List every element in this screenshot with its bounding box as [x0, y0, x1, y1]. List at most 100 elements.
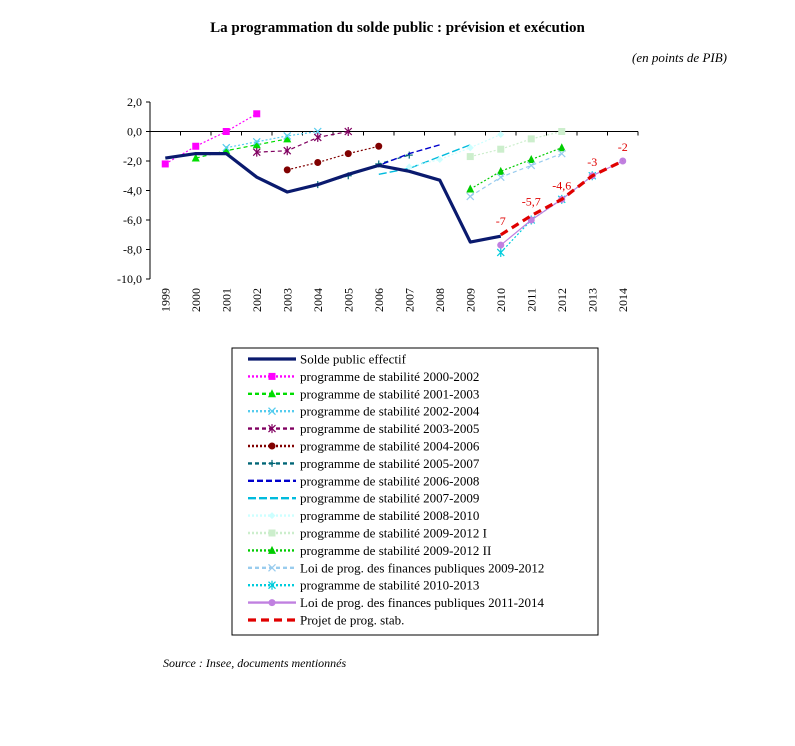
- y-tick-label: -10,0: [117, 272, 142, 286]
- series-7: [348, 144, 440, 175]
- marker: [268, 545, 276, 554]
- series-line: [348, 144, 440, 175]
- series-3: [222, 127, 322, 152]
- series-line: [256, 130, 349, 153]
- source-note: Source : Insee, documents mentionnés: [163, 656, 347, 670]
- legend-label: programme de stabilité 2003-2005: [300, 421, 479, 436]
- data-label: -5,7: [522, 195, 541, 209]
- marker: [222, 128, 230, 135]
- marker: [268, 580, 276, 590]
- y-tick-label: 0,0: [127, 125, 142, 139]
- x-tick-label: 1999: [158, 288, 172, 312]
- legend-label: programme de stabilité 2009-2012 II: [300, 543, 491, 558]
- legend-box: [231, 347, 599, 636]
- x-tick-label: 2007: [402, 288, 416, 312]
- chart: 2,0 0,0 -2,0 -4,0 -6,0 -8,0 -10,0 1999 2000 2001 2…: [117, 95, 639, 636]
- x-tick-label: 2006: [372, 288, 386, 312]
- series-9: [405, 130, 505, 171]
- marker: [268, 599, 276, 607]
- marker: [268, 407, 276, 416]
- legend-item: programme de stabilité 2001-2003: [248, 386, 479, 401]
- marker: [283, 134, 292, 143]
- legend-item: Projet de prog. stab.: [248, 613, 404, 628]
- data-label: -4,6: [552, 178, 571, 192]
- data-label: -3: [587, 155, 597, 169]
- series-line: [287, 145, 379, 171]
- series-line: [409, 133, 502, 168]
- marker: [466, 144, 474, 152]
- legend-label: programme de stabilité 2000-2002: [300, 369, 479, 384]
- marker: [436, 156, 444, 164]
- marker: [619, 157, 627, 165]
- marker: [558, 128, 566, 135]
- marker: [314, 158, 322, 166]
- series-0: [165, 152, 502, 244]
- legend-item: programme de stabilité 2010-2013: [248, 578, 479, 593]
- x-tick-label: 2010: [494, 288, 508, 312]
- series-10: [466, 128, 566, 161]
- legend-label: Solde public effectif: [300, 352, 407, 367]
- legend-item: programme de stabilité 2006-2008: [248, 473, 479, 488]
- y-tick-label: -4,0: [123, 184, 142, 198]
- marker: [313, 127, 322, 136]
- y-tick-label: -6,0: [123, 213, 142, 227]
- legend-label: programme de stabilité 2007-2009: [300, 491, 479, 506]
- marker: [192, 142, 200, 150]
- legend-label: programme de stabilité 2010-2013: [300, 578, 479, 593]
- marker: [252, 137, 261, 146]
- x-tick-label: 2014: [616, 288, 630, 312]
- marker: [283, 132, 292, 140]
- x-tick-label: 2000: [189, 288, 203, 312]
- legend-label: Projet de prog. stab.: [300, 613, 404, 628]
- series-line: [226, 130, 318, 149]
- y-tick-label: 2,0: [127, 95, 142, 109]
- marker: [268, 459, 276, 467]
- marker: [268, 512, 276, 520]
- marker: [497, 130, 505, 138]
- marker: [497, 241, 505, 249]
- legend-label: programme de stabilité 2005-2007: [300, 456, 480, 471]
- legend-item: programme de stabilité 2008-2010: [248, 508, 479, 523]
- marker: [253, 110, 261, 118]
- series-4: [252, 127, 353, 157]
- data-label: -7: [496, 214, 506, 228]
- x-tick-label: 2008: [433, 288, 447, 312]
- legend-label: Loi de prog. des finances publiques 2011…: [300, 595, 544, 610]
- unit-note: (en points de PIB): [632, 50, 727, 65]
- legend-item: programme de stabilité 2003-2005: [248, 421, 479, 436]
- series-8: [378, 144, 471, 175]
- legend-item: programme de stabilité 2009-2012 II: [248, 543, 491, 558]
- plot-area: 2,0 0,0 -2,0 -4,0 -6,0 -8,0 -10,0 1999 2000 2001 2…: [117, 95, 639, 312]
- marker: [191, 153, 200, 162]
- x-tick-label: 2012: [555, 288, 569, 312]
- marker: [344, 127, 353, 136]
- y-tick-label: -2,0: [123, 154, 142, 168]
- marker: [268, 529, 276, 537]
- series-line: [469, 147, 563, 190]
- marker: [344, 150, 352, 158]
- x-tick-label: 2013: [585, 288, 599, 312]
- marker: [496, 173, 505, 182]
- marker: [557, 143, 566, 152]
- marker: [527, 135, 535, 143]
- legend-item: programme de stabilité 2007-2009: [248, 491, 479, 506]
- marker: [466, 192, 475, 201]
- x-tick-label: 2005: [341, 288, 355, 312]
- marker: [375, 142, 383, 150]
- legend-label: programme de stabilité 2001-2003: [300, 386, 479, 401]
- legend-label: programme de stabilité 2002-2004: [300, 404, 480, 419]
- x-tick-label: 2004: [311, 288, 325, 312]
- legend-item: Loi de prog. des finances publiques 2011…: [248, 595, 544, 610]
- series-line: [499, 159, 624, 237]
- marker: [497, 145, 505, 153]
- marker: [405, 151, 413, 159]
- marker: [283, 146, 292, 156]
- marker: [268, 424, 276, 434]
- y-tick-label: -8,0: [123, 243, 142, 257]
- series-line: [195, 138, 288, 159]
- legend-item: programme de stabilité 2004-2006: [248, 439, 480, 454]
- series-15: [499, 159, 624, 237]
- legend-item: Solde public effectif: [248, 352, 407, 367]
- legend-item: programme de stabilité 2000-2002: [248, 369, 479, 384]
- marker: [283, 166, 291, 174]
